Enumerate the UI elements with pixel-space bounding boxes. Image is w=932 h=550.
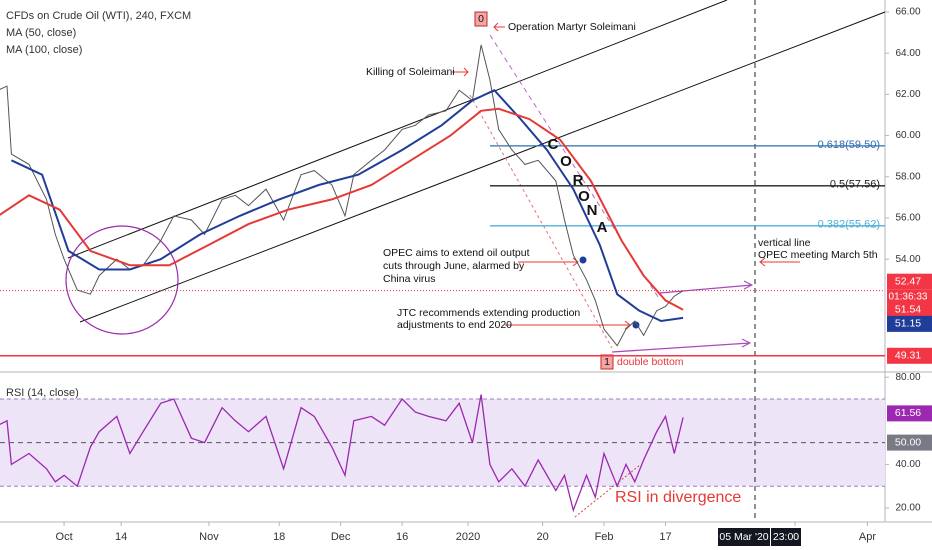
axis-price-label: 49.31 xyxy=(895,350,921,362)
axis-price-box xyxy=(887,273,932,290)
corona-letter: C xyxy=(548,136,559,153)
annotation-line: OPEC meeting March 5th xyxy=(758,249,878,261)
x-tick-label: Oct xyxy=(56,531,73,543)
marker-label: 0 xyxy=(478,13,484,25)
highlight-circle xyxy=(65,225,179,335)
x-tick-label: 17 xyxy=(659,531,671,543)
axis-price-label: 50.00 xyxy=(895,436,921,448)
axis-price-label: 52.47 xyxy=(895,275,921,287)
rsi-title: RSI (14, close) xyxy=(6,387,79,399)
y-tick-label: 80.00 xyxy=(895,372,920,383)
crosshair-time-box xyxy=(718,528,770,546)
annotation-line: vertical line xyxy=(758,237,811,249)
fib-label: 0.618(59.50) xyxy=(818,139,880,151)
corona-letter: O xyxy=(560,153,572,170)
trend-dashed xyxy=(469,94,613,349)
chart-title: CFDs on Crude Oil (WTI), 240, FXCM xyxy=(6,10,191,22)
series-line xyxy=(0,44,684,347)
fib-label: 0.382(55.62) xyxy=(818,219,880,231)
annotation-line: China virus xyxy=(383,273,436,285)
annotation: RSI in divergence xyxy=(615,489,741,506)
crosshair-time: 05 Mar '20 xyxy=(719,531,768,543)
x-tick-label: 20 xyxy=(536,531,548,543)
y-tick-label: 54.00 xyxy=(895,254,920,265)
y-tick-label: 60.00 xyxy=(895,130,920,141)
x-tick-label: 18 xyxy=(273,531,285,543)
legend-entry: MA (100, close) xyxy=(6,44,82,56)
axis-price-box xyxy=(887,405,932,422)
x-tick-label: Feb xyxy=(595,531,614,543)
countdown-box xyxy=(887,289,932,304)
arrow-head xyxy=(741,338,752,348)
y-tick-label: 58.00 xyxy=(895,171,920,182)
axis-price-label: 51.15 xyxy=(895,318,921,330)
arrow-head xyxy=(743,280,754,290)
axis-price-label: 51.54 xyxy=(895,304,921,316)
texts: CFDs on Crude Oil (WTI), 240, FXCM RSI (… xyxy=(6,7,928,543)
arrow-head xyxy=(572,257,579,267)
channel-line xyxy=(79,11,886,323)
projection-arrow xyxy=(659,284,753,294)
crosshair-time-box xyxy=(771,528,801,546)
x-tick-label: 14 xyxy=(115,531,127,543)
annotation: Operation Martyr Soleimani xyxy=(508,21,636,33)
divergence-line xyxy=(574,464,641,518)
y-tick-label: 66.00 xyxy=(895,7,920,18)
y-tick-label: 20.00 xyxy=(895,503,920,514)
arrow-head xyxy=(493,22,499,32)
axis-price-box xyxy=(887,315,932,332)
axis-price-box xyxy=(887,301,932,318)
x-tick-label: 6 xyxy=(792,531,798,543)
arrow-head xyxy=(463,67,469,77)
x-tick-label: 2020 xyxy=(456,531,480,543)
marker-box xyxy=(474,11,488,27)
countdown: 01:36:33 xyxy=(889,291,928,302)
y-tick-label: 40.00 xyxy=(895,459,920,470)
corona-letter: A xyxy=(597,219,608,236)
series-line xyxy=(0,107,684,311)
annotation-line: OPEC aims to extend oil output xyxy=(383,247,530,259)
marks xyxy=(0,11,932,546)
y-tick-label: 64.00 xyxy=(895,48,920,59)
channel-line xyxy=(67,0,728,259)
annotation: Killing of Soleimani xyxy=(366,66,455,78)
annotation: double bottom xyxy=(617,356,684,368)
axis-price-label: 61.56 xyxy=(895,407,921,419)
fib-label: 0.5(57.56) xyxy=(830,179,880,191)
corona-letter: N xyxy=(587,202,598,219)
y-tick-label: 62.00 xyxy=(895,89,920,100)
marker-label: 1 xyxy=(604,356,610,368)
series-line xyxy=(10,88,684,323)
series-line xyxy=(0,394,684,513)
x-tick-label: Dec xyxy=(331,531,351,543)
annotation-line: cuts through June, alarmed by xyxy=(383,260,525,272)
corona-letter: O xyxy=(578,188,590,205)
x-tick-label: 16 xyxy=(396,531,408,543)
axis-price-box xyxy=(887,434,932,451)
projection-arrow xyxy=(611,342,751,353)
x-tick-label: Apr xyxy=(859,531,876,543)
event-dot xyxy=(579,256,587,264)
crosshair-time: 23:00 xyxy=(773,531,799,543)
annotation-line: adjustments to end 2020 xyxy=(397,319,512,331)
annotation-line: JTC recommends extending production xyxy=(397,307,580,319)
corona-letter: R xyxy=(573,172,584,189)
marker-box xyxy=(600,354,614,370)
arrow-head xyxy=(759,257,766,267)
rsi-band-layer xyxy=(0,398,885,487)
drawings xyxy=(65,0,886,522)
x-tick-label: Nov xyxy=(199,531,219,543)
y-tick-label: 56.00 xyxy=(895,213,920,224)
legend-entry: MA (50, close) xyxy=(6,27,76,39)
axis-price-box xyxy=(887,347,932,364)
